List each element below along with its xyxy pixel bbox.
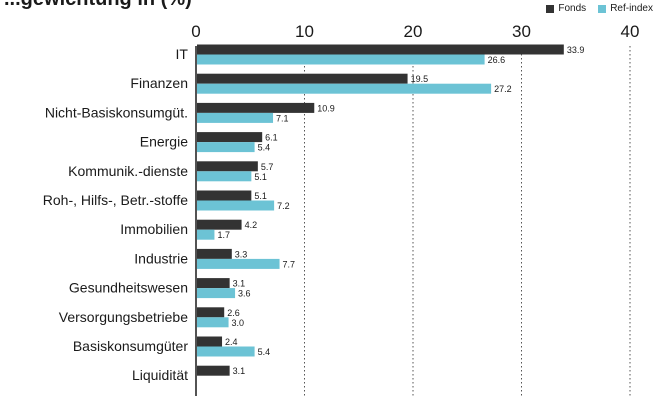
bar-ref-index-cat-9 <box>197 317 229 328</box>
data-label-ref-index-cat-2: 7.1 <box>276 113 289 123</box>
data-label-ref-index-cat-4: 5.1 <box>254 172 267 182</box>
x-tick-label-10: 10 <box>295 22 314 41</box>
data-label-fonds-cat-2: 10.9 <box>317 103 335 113</box>
bar-ref-index-cat-1 <box>197 83 492 94</box>
data-label-fonds-cat-4: 5.7 <box>261 162 274 172</box>
data-label-fonds-cat-7: 3.3 <box>235 249 248 259</box>
legend-swatch-fonds <box>546 4 555 13</box>
x-tick-label-40: 40 <box>621 22 640 41</box>
bar-fonds-cat-11 <box>197 365 230 376</box>
chart-title: ...gewichtung in (%) <box>4 0 192 11</box>
data-label-ref-index-cat-7: 7.7 <box>283 259 296 269</box>
legend-item-fonds: Fonds <box>546 3 586 14</box>
data-label-fonds-cat-9: 2.6 <box>227 308 240 318</box>
category-label-cat-6: Immobilien <box>120 221 188 237</box>
bar-fonds-cat-6 <box>197 219 242 230</box>
legend-swatch-ref-index <box>598 4 607 13</box>
category-label-cat-7: Industrie <box>134 250 188 266</box>
category-label-cat-4: Kommunik.-dienste <box>68 163 188 179</box>
legend-label-fonds: Fonds <box>558 3 587 14</box>
data-label-fonds-cat-10: 2.4 <box>225 337 238 347</box>
category-label-cat-0: IT <box>176 46 189 62</box>
bar-fonds-cat-10 <box>197 336 223 347</box>
data-label-ref-index-cat-6: 1.7 <box>217 230 230 240</box>
bar-fonds-cat-4 <box>197 161 258 172</box>
data-label-ref-index-cat-1: 27.2 <box>494 84 512 94</box>
data-label-ref-index-cat-9: 3.0 <box>232 318 245 328</box>
category-label-cat-9: Versorgungsbetriebe <box>59 309 188 325</box>
category-label-cat-2: Nicht-Basiskonsumgüt. <box>45 104 188 120</box>
data-label-fonds-cat-3: 6.1 <box>265 133 278 143</box>
data-label-fonds-cat-6: 4.2 <box>245 220 258 230</box>
category-label-cat-5: Roh-, Hilfs-, Betr.-stoffe <box>43 192 188 208</box>
bar-ref-index-cat-2 <box>197 112 274 123</box>
bar-fonds-cat-9 <box>197 307 225 318</box>
data-label-fonds-cat-8: 3.1 <box>233 279 246 289</box>
category-label-cat-10: Basiskonsumgüter <box>73 338 189 354</box>
bar-fonds-cat-0 <box>197 44 564 55</box>
data-label-ref-index-cat-5: 7.2 <box>277 201 290 211</box>
bar-ref-index-cat-7 <box>197 258 280 269</box>
legend: Fonds Ref-index <box>546 3 653 14</box>
legend-item-ref-index: Ref-index <box>598 3 653 14</box>
bar-fonds-cat-3 <box>197 132 263 143</box>
data-label-ref-index-cat-3: 5.4 <box>258 143 271 153</box>
bar-fonds-cat-2 <box>197 102 315 113</box>
x-tick-label-0: 0 <box>191 22 200 41</box>
bar-fonds-cat-1 <box>197 73 408 84</box>
x-tick-label-30: 30 <box>512 22 531 41</box>
data-label-fonds-cat-0: 33.9 <box>567 45 585 55</box>
bar-fonds-cat-7 <box>197 248 232 259</box>
category-label-cat-3: Energie <box>140 134 188 150</box>
bar-ref-index-cat-4 <box>197 171 252 182</box>
category-label-cat-1: Finanzen <box>130 75 188 91</box>
x-tick-label-20: 20 <box>404 22 423 41</box>
bar-ref-index-cat-0 <box>197 54 485 65</box>
data-label-ref-index-cat-8: 3.6 <box>238 289 251 299</box>
bar-ref-index-cat-10 <box>197 346 255 357</box>
data-label-ref-index-cat-10: 5.4 <box>258 347 271 357</box>
data-label-ref-index-cat-0: 26.6 <box>488 55 506 65</box>
data-label-fonds-cat-5: 5.1 <box>254 191 267 201</box>
bar-ref-index-cat-3 <box>197 142 255 153</box>
category-label-cat-8: Gesundheitswesen <box>69 280 188 296</box>
bar-ref-index-cat-5 <box>197 200 275 211</box>
data-label-fonds-cat-11: 3.1 <box>233 366 246 376</box>
bar-ref-index-cat-8 <box>197 288 236 299</box>
bar-ref-index-cat-6 <box>197 229 215 240</box>
bar-fonds-cat-8 <box>197 278 230 289</box>
data-label-fonds-cat-1: 19.5 <box>411 74 429 84</box>
category-label-cat-11: Liquidität <box>132 367 188 383</box>
legend-label-ref-index: Ref-index <box>610 3 653 14</box>
bar-fonds-cat-5 <box>197 190 252 201</box>
